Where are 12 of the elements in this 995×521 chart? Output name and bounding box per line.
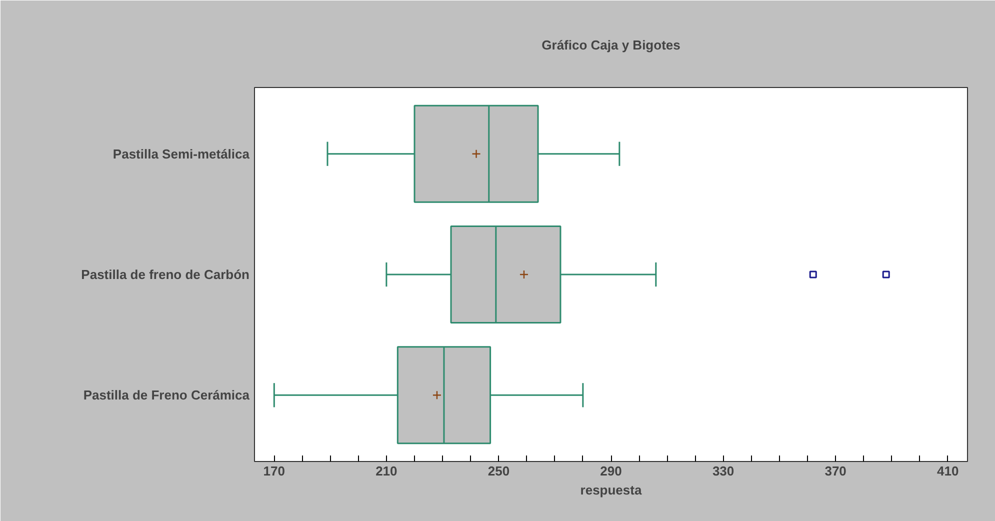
- x-tick-label: 170: [263, 464, 286, 478]
- x-tick-label: 290: [600, 464, 622, 478]
- y-tick-label: Pastilla Semi-metálica: [112, 146, 250, 162]
- x-tick-label: 210: [376, 464, 398, 478]
- x-tick-label: 410: [937, 464, 959, 478]
- x-axis-title: respuesta: [580, 482, 642, 498]
- chart-title: Gráfico Caja y Bigotes: [542, 38, 680, 52]
- x-tick-label: 330: [712, 464, 734, 478]
- x-tick-label: 370: [824, 464, 846, 478]
- x-tick-label: 250: [488, 464, 510, 478]
- y-tick-label: Pastilla de Freno Cerámica: [83, 388, 250, 403]
- y-tick-label: Pastilla de freno de Carbón: [81, 267, 250, 282]
